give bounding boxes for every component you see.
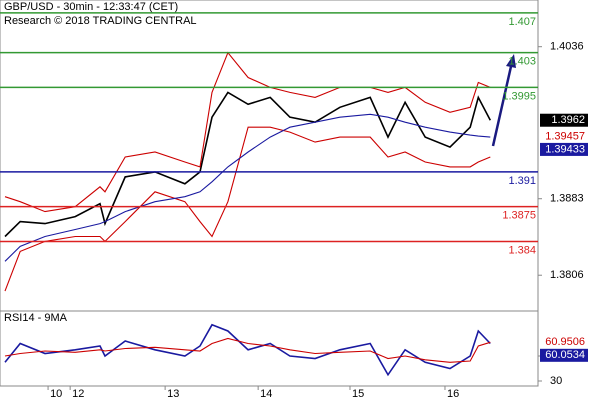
price-marker-box <box>540 348 588 362</box>
y-tick-label: 1.3883 <box>550 193 584 205</box>
x-tick-label: 14 <box>260 388 272 400</box>
series-line <box>4 126 491 292</box>
level-label: 1.391 <box>508 175 536 187</box>
price-marker-box <box>540 142 588 156</box>
price-marker-label: 1.3962 <box>551 114 585 126</box>
y-tick-label: 1.3806 <box>550 269 584 281</box>
price-marker-box <box>540 113 588 127</box>
series-line <box>4 91 492 238</box>
y-tick-label: 30 <box>550 375 562 387</box>
price-marker-label: 1.39433 <box>545 143 585 155</box>
x-tick-label: 13 <box>167 388 179 400</box>
series-line <box>4 323 491 377</box>
series-line <box>4 113 491 262</box>
forecast-arrow <box>491 54 516 147</box>
x-tick-label: 16 <box>447 388 459 400</box>
level-label: 1.403 <box>508 56 536 68</box>
chart-subtitle: Research © 2018 TRADING CENTRAL <box>4 15 197 27</box>
level-label: 1.407 <box>508 16 536 28</box>
plot-frame <box>0 0 539 387</box>
x-tick-label: 10 <box>50 388 62 400</box>
x-tick-label: 12 <box>72 388 84 400</box>
series-line <box>4 51 491 213</box>
rsi-title: RSI14 - 9MA <box>4 312 68 324</box>
x-tick-label: 15 <box>352 388 364 400</box>
level-label: 1.3875 <box>502 210 536 222</box>
price-marker-label: 1.39457 <box>545 130 585 142</box>
price-marker-label: 60.0534 <box>545 349 585 361</box>
level-label: 1.384 <box>508 244 536 256</box>
series-line <box>4 337 491 363</box>
price-marker-label: 60.9506 <box>545 336 585 348</box>
price-marker-box <box>540 129 588 143</box>
y-tick-label: 1.4036 <box>550 41 584 53</box>
level-label: 1.3995 <box>502 90 536 102</box>
price-marker-box <box>540 335 588 349</box>
chart-title: GBP/USD - 30min - 12:33:47 (CET) <box>4 1 178 13</box>
forecast-head <box>506 54 516 68</box>
forecast-line <box>491 61 514 147</box>
